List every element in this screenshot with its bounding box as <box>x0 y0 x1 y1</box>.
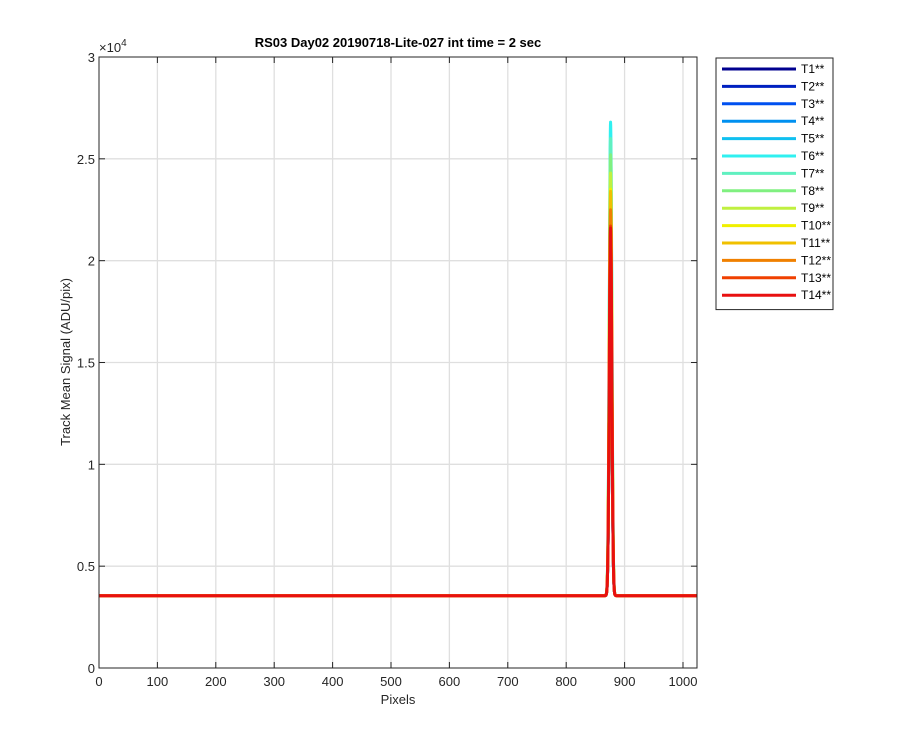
y-tick-label: 2.5 <box>77 152 95 167</box>
legend-label: T5** <box>801 132 825 146</box>
x-axis-label: Pixels <box>381 692 416 707</box>
legend: T1** T2** T3** T4** T5** T6** T7** T8** T9** T10*… <box>715 57 834 311</box>
x-tick-label: 0 <box>95 674 102 689</box>
x-tick-label: 400 <box>322 674 344 689</box>
x-tick-label: 900 <box>614 674 636 689</box>
x-tick-label: 300 <box>263 674 285 689</box>
legend-label: T12** <box>801 253 831 267</box>
x-tick-label: 100 <box>147 674 169 689</box>
chart-title: RS03 Day02 20190718-Lite-027 int time = … <box>255 35 542 50</box>
legend-label: T3** <box>801 97 825 111</box>
y-tick-label: 2 <box>88 254 95 269</box>
x-tick-label: 1000 <box>669 674 698 689</box>
legend-label: T7** <box>801 166 825 180</box>
x-tick-label: 200 <box>205 674 227 689</box>
y-tick-label: 0 <box>88 661 95 676</box>
y-exponent-label: ×104 <box>99 38 127 55</box>
series-line-14 <box>99 226 697 598</box>
y-exponent-power: 4 <box>121 38 127 49</box>
legend-label: T4** <box>801 114 825 128</box>
x-tick-label: 700 <box>497 674 519 689</box>
grid <box>99 57 697 668</box>
series-lines <box>99 120 697 598</box>
x-tick-label: 800 <box>555 674 577 689</box>
x-tick-label: 500 <box>380 674 402 689</box>
x-tick-label: 600 <box>439 674 461 689</box>
y-axis-label: Track Mean Signal (ADU/pix) <box>58 278 73 446</box>
legend-label: T2** <box>801 79 825 93</box>
y-tick-label: 1 <box>88 457 95 472</box>
legend-label: T6** <box>801 149 825 163</box>
y-tick-label: 1.5 <box>77 356 95 371</box>
plot-area: 0 100 200 300 400 500 600 700 800 900 1000 0 0.5 1 1.5… <box>77 50 698 689</box>
legend-box <box>715 57 834 311</box>
legend-label: T9** <box>801 201 825 215</box>
legend-label: T8** <box>801 184 825 198</box>
legend-label: T13** <box>801 271 831 285</box>
y-exponent-base: ×10 <box>99 40 121 55</box>
legend-label: T11** <box>801 236 830 250</box>
y-tick-label: 0.5 <box>77 559 95 574</box>
y-tick-label: 3 <box>88 50 95 65</box>
axis-ticks: 0 100 200 300 400 500 600 700 800 900 1000 0 0.5 1 1.5… <box>77 50 698 689</box>
legend-label: T14** <box>801 288 831 302</box>
legend-label: T10** <box>801 219 831 233</box>
legend-label: T1** <box>801 62 825 76</box>
